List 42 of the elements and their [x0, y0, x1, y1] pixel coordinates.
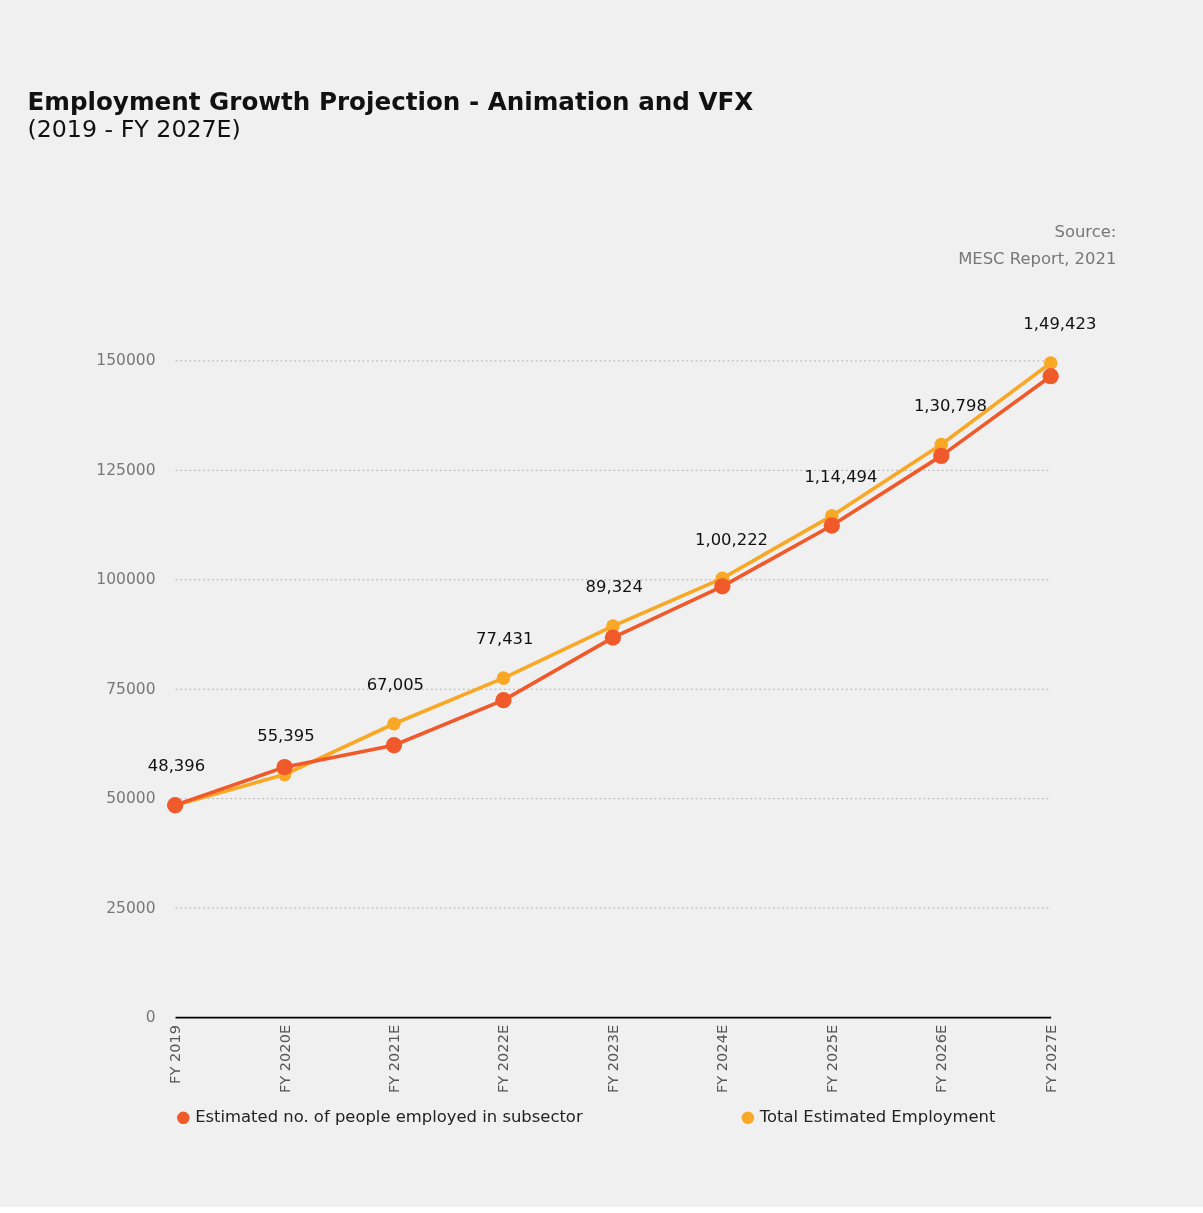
point — [1042, 368, 1059, 385]
y-tick-label: 25000 — [106, 898, 156, 917]
chart-subtitle: (2019 - FY 2027E) — [27, 114, 241, 143]
point — [1043, 356, 1058, 370]
x-tick-label: FY 2027E — [1041, 1024, 1059, 1094]
data-label: 77,431 — [476, 629, 534, 649]
x-tick-label: FY 2024E — [713, 1024, 731, 1094]
x-tick-label: FY 2020E — [275, 1024, 293, 1094]
legend-label: Total Estimated Employment — [758, 1107, 996, 1127]
y-tick-label: 125000 — [96, 460, 156, 479]
legend-label: Estimated no. of people employed in subsector — [195, 1107, 583, 1127]
text: MESC Report, 2021 — [958, 248, 1117, 268]
point — [387, 717, 401, 731]
x-tick-label: FY 2023E — [603, 1024, 621, 1094]
point — [933, 447, 950, 465]
source-note: Source: — [1054, 222, 1117, 242]
point — [495, 692, 512, 709]
y-tick-label: 150000 — [96, 351, 156, 370]
point — [823, 517, 840, 534]
y-tick-label: 0 — [145, 1008, 156, 1027]
x-tick-label: FY 2026E — [932, 1024, 950, 1094]
point — [714, 578, 731, 595]
data-label: 48,396 — [147, 756, 206, 776]
point — [604, 629, 622, 646]
data-label: 1,30,798 — [913, 395, 987, 415]
y-tick-label: 50000 — [106, 789, 156, 808]
y-tick-label: 100000 — [96, 570, 156, 589]
point — [496, 671, 511, 685]
x-tick-label: FY 2021E — [385, 1024, 403, 1094]
x-tick-label: FY 2025E — [822, 1024, 840, 1094]
data-label: 1,00,222 — [694, 529, 769, 549]
data-label: 67,005 — [366, 675, 425, 695]
y-tick-label: 75000 — [106, 679, 156, 698]
x-tick-label: FY 2019 — [166, 1024, 184, 1084]
x-tick-label: FY 2022E — [494, 1024, 512, 1094]
data-label: 1,14,494 — [804, 467, 878, 487]
point — [276, 759, 293, 776]
chart-title: Employment Growth Projection - Animation and VFX — [27, 86, 754, 116]
data-label: 55,395 — [257, 725, 315, 745]
point — [385, 737, 403, 754]
data-label: 1,49,423 — [1023, 314, 1097, 334]
data-label: 89,324 — [585, 577, 643, 597]
